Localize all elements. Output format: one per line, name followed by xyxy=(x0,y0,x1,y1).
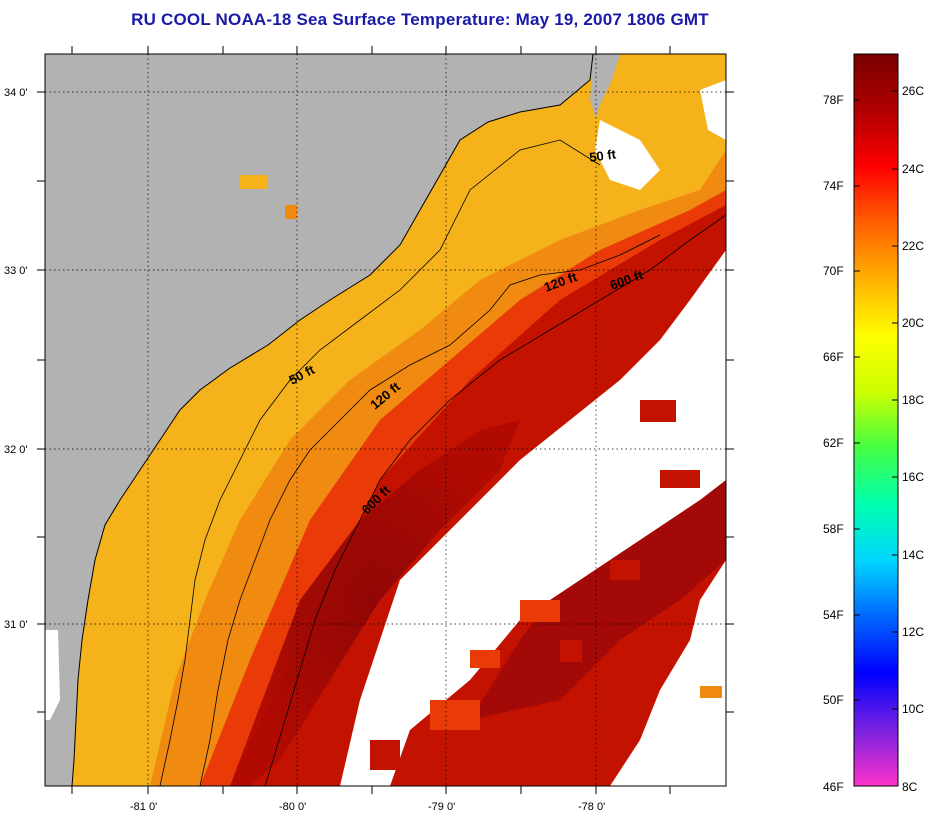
colorbar-c-18: 18C xyxy=(902,393,924,407)
lat-label-32: 32 0' xyxy=(4,444,28,456)
map-title: RU COOL NOAA-18 Sea Surface Temperature:… xyxy=(131,10,709,29)
stream-core xyxy=(230,420,520,786)
colorbar-c-22: 22C xyxy=(902,239,924,253)
isobath-50ft xyxy=(159,139,601,786)
land-north xyxy=(590,54,620,118)
map-frame xyxy=(44,53,727,787)
lat-label-31: 31 0' xyxy=(4,619,28,631)
lat-label-34: 34 0' xyxy=(4,87,28,99)
colorbar-f-54: 54F xyxy=(823,608,844,622)
colorbar-f-74: 74F xyxy=(823,179,844,193)
colorbar-c-12: 12C xyxy=(902,625,924,639)
colorbar-f-62: 62F xyxy=(823,436,844,450)
colorbar-bar xyxy=(853,53,899,787)
graticule xyxy=(45,54,726,786)
lat-label-33: 33 0' xyxy=(4,265,28,277)
colorbar-c-26: 26C xyxy=(902,84,924,98)
colorbar-c-8: 8C xyxy=(902,780,918,794)
colorbar: 78F 74F 70F 66F 62F 58F 54F 50F 46F 26C … xyxy=(823,53,924,794)
patches xyxy=(240,175,722,770)
colorbar-f-ticks xyxy=(854,99,860,701)
colorbar-f-78: 78F xyxy=(823,93,844,107)
coastline xyxy=(71,54,594,786)
colorbar-c-14: 14C xyxy=(902,548,924,562)
colorbar-f-50: 50F xyxy=(823,693,844,707)
cloud-mask xyxy=(45,80,726,786)
land xyxy=(45,54,593,786)
isobath-120ft xyxy=(199,234,661,786)
lon-label-81: -81 0' xyxy=(130,801,157,813)
ticks xyxy=(37,46,734,794)
colorbar-c-20: 20C xyxy=(902,316,924,330)
colorbar-c-16: 16C xyxy=(902,470,924,484)
isobath-600ft xyxy=(264,214,726,786)
isobath-label-50-north: 50 ft xyxy=(588,146,617,165)
colorbar-f-70: 70F xyxy=(823,264,844,278)
lon-label-79: -79 0' xyxy=(428,801,455,813)
colorbar-f-58: 58F xyxy=(823,522,844,536)
lon-label-78: -78 0' xyxy=(578,801,605,813)
colorbar-c-ticks xyxy=(892,90,898,710)
colorbar-f-66: 66F xyxy=(823,350,844,364)
colorbar-c-24: 24C xyxy=(902,162,924,176)
colorbar-c-10: 10C xyxy=(902,702,924,716)
lon-label-80: -80 0' xyxy=(279,801,306,813)
colorbar-f-46: 46F xyxy=(823,780,844,794)
